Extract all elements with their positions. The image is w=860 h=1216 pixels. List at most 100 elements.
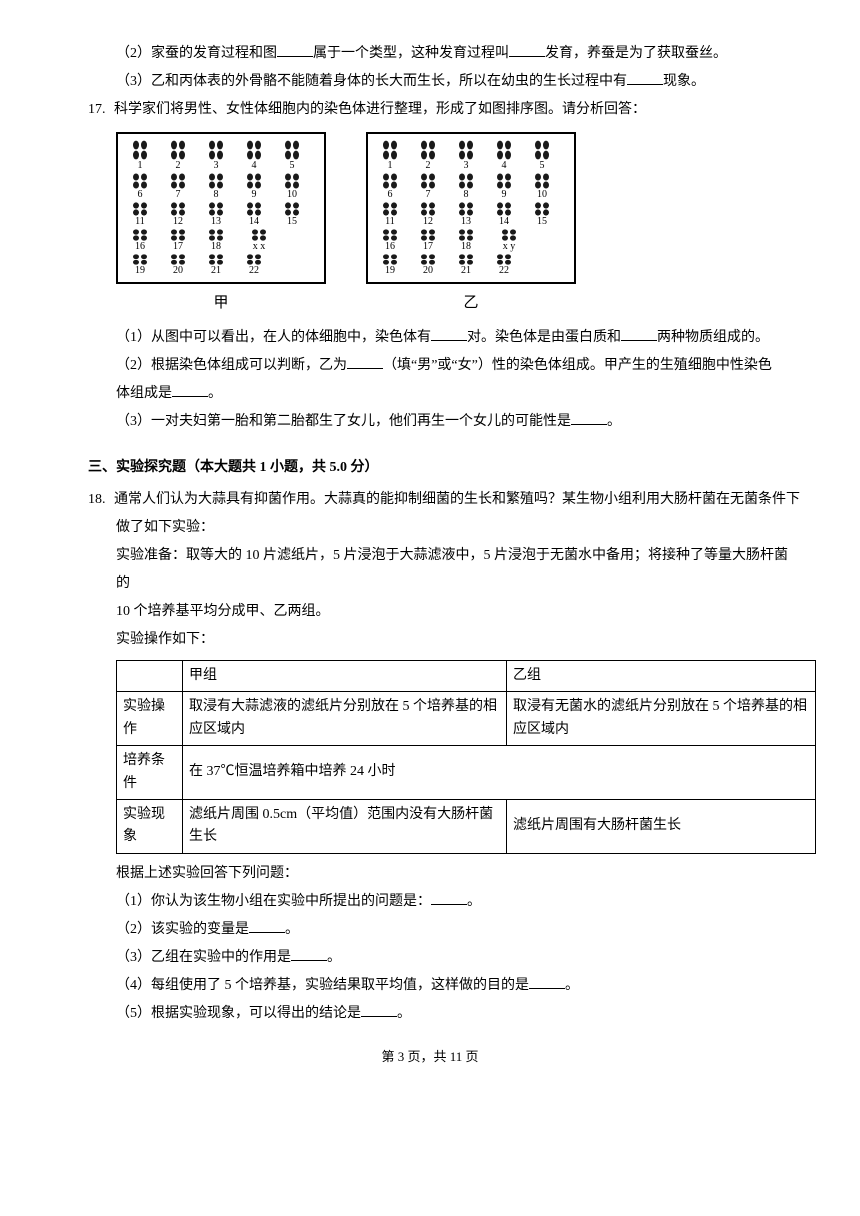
chrom-number: 16	[385, 242, 395, 252]
q16-part3: （3）乙和丙体表的外骨骼不能随着身体的长大而生长，所以在幼虫的生长过程中有现象。	[60, 68, 800, 96]
text: 。	[607, 414, 621, 429]
text: （5）根据实验现象，可以得出的结论是	[116, 1006, 361, 1021]
q17-stem-text: 科学家们将男性、女性体细胞内的染色体进行整理，形成了如图排序图。请分析回答：	[114, 102, 646, 117]
chrom-number: 22	[499, 266, 509, 276]
karyo-row: 19 20 21 22	[378, 254, 564, 276]
chrom-number: 14	[499, 217, 509, 227]
chromosome-cell: 6	[378, 173, 402, 200]
chromosome-cell: 15	[530, 202, 554, 227]
chromosome-cell: 8	[204, 173, 228, 200]
blank	[509, 43, 545, 57]
text: 对。染色体是由蛋白质和	[467, 330, 621, 345]
chrom-number: 6	[388, 190, 393, 200]
karyotype-b: 1 2 3 4 5	[366, 132, 576, 318]
q16-p3-pre: （3）乙和丙体表的外骨骼不能随着身体的长大而生长，所以在幼虫的生长过程中有	[116, 74, 627, 89]
table-row: 实验现象 滤纸片周围 0.5cm（平均值）范围内没有大肠杆菌生长 滤纸片周围有大…	[117, 799, 816, 853]
chromosome-cell: 20	[416, 254, 440, 276]
text: （2）根据染色体组成可以判断，乙为	[116, 358, 347, 373]
chromosome-cell: 13	[204, 202, 228, 227]
chrom-number: 13	[461, 217, 471, 227]
chrom-number: 1	[138, 161, 143, 171]
chrom-number: 19	[385, 266, 395, 276]
karyo-row: 6 7 8 9 10	[378, 173, 564, 200]
chromosome-cell: 7	[166, 173, 190, 200]
chromosome-cell: 8	[454, 173, 478, 200]
blank	[361, 1003, 397, 1017]
chrom-number: 11	[135, 217, 145, 227]
chrom-number: 10	[537, 190, 547, 200]
table-row: 培养条件 在 37℃恒温培养箱中培养 24 小时	[117, 746, 816, 800]
chromosome-cell: 6	[128, 173, 152, 200]
chromosome-cell: 9	[492, 173, 516, 200]
chromosome-cell: 3	[204, 140, 228, 171]
chrom-number: 17	[173, 242, 183, 252]
chromosome-cell: 14	[242, 202, 266, 227]
text: 。	[208, 386, 222, 401]
chromosome-cell: 14	[492, 202, 516, 227]
q18-part3: （3）乙组在实验中的作用是。	[60, 944, 800, 972]
chromosome-cell: 20	[166, 254, 190, 276]
blank	[291, 947, 327, 961]
blank	[627, 71, 663, 85]
experiment-table: 甲组 乙组 实验操作 取浸有大蒜滤液的滤纸片分别放在 5 个培养基的相应区域内 …	[116, 660, 816, 854]
karyotype-b-label: 乙	[463, 288, 478, 318]
chromosome-cell: 10	[530, 173, 554, 200]
blank	[347, 355, 383, 369]
karyotype-figures: 1 2 3 4 5	[116, 132, 800, 318]
text: （1）你认为该生物小组在实验中所提出的问题是：	[116, 894, 431, 909]
chrom-number: 12	[173, 217, 183, 227]
chromosome-cell: 10	[280, 173, 304, 200]
chromosome-cell: 9	[242, 173, 266, 200]
chrom-number: 2	[426, 161, 431, 171]
cell-res-jia: 滤纸片周围 0.5cm（平均值）范围内没有大肠杆菌生长	[183, 799, 507, 853]
chrom-number: 18	[211, 242, 221, 252]
chromosome-cell: 4	[242, 140, 266, 171]
chrom-number: 11	[385, 217, 395, 227]
q18-part2: （2）该实验的变量是。	[60, 916, 800, 944]
karyotype-b-box: 1 2 3 4 5	[366, 132, 576, 284]
text: 两种物质组成的。	[657, 330, 769, 345]
chromosome-cell: 18	[204, 229, 228, 252]
blank	[431, 891, 467, 905]
chrom-number: 14	[249, 217, 259, 227]
page-footer: 第 3 页，共 11 页	[60, 1044, 800, 1070]
chrom-number: 7	[176, 190, 181, 200]
karyotype-a: 1 2 3 4 5	[116, 132, 326, 318]
chrom-number: 8	[214, 190, 219, 200]
blank	[277, 43, 313, 57]
q18-stem-line1: 18.通常人们认为大蒜具有抑菌作用。大蒜真的能抑制细菌的生长和繁殖吗？某生物小组…	[60, 486, 800, 514]
chrom-number: 8	[464, 190, 469, 200]
section3-title: 三、实验探究题（本大题共 1 小题，共 5.0 分）	[60, 454, 800, 482]
chrom-number: 17	[423, 242, 433, 252]
chromosome-cell: 12	[166, 202, 190, 227]
blank	[621, 327, 657, 341]
chromosome-cell: 22	[242, 254, 266, 276]
q16-part2: （2）家蚕的发育过程和图属于一个类型，这种发育过程叫发育，养蚕是为了获取蚕丝。	[60, 40, 800, 68]
chromosome-cell: 1	[378, 140, 402, 171]
chromosome-cell: 4	[492, 140, 516, 171]
chrom-number: 9	[252, 190, 257, 200]
chromosome-cell: 16	[128, 229, 152, 252]
text: 。	[327, 950, 341, 965]
table-row: 实验操作 取浸有大蒜滤液的滤纸片分别放在 5 个培养基的相应区域内 取浸有无菌水…	[117, 692, 816, 746]
q18-part5: （5）根据实验现象，可以得出的结论是。	[60, 1000, 800, 1028]
chromosome-cell: 21	[454, 254, 478, 276]
q18-op-label: 实验操作如下：	[60, 626, 800, 654]
chrom-number: 16	[135, 242, 145, 252]
karyotype-a-label: 甲	[213, 288, 228, 318]
chromosome-cell: 7	[416, 173, 440, 200]
text: （1）从图中可以看出，在人的体细胞中，染色体有	[116, 330, 431, 345]
chrom-number: 4	[252, 161, 257, 171]
chrom-number: 21	[211, 266, 221, 276]
chrom-sex-label: x x	[253, 242, 266, 252]
chromosome-cell: 15	[280, 202, 304, 227]
q18-prep2: 10 个培养基平均分成甲、乙两组。	[60, 598, 800, 626]
text: 通常人们认为大蒜具有抑菌作用。大蒜真的能抑制细菌的生长和繁殖吗？某生物小组利用大…	[114, 492, 800, 507]
chromosome-cell: 21	[204, 254, 228, 276]
chromosome-cell: 5	[530, 140, 554, 171]
chrom-number: 19	[135, 266, 145, 276]
q18-prep1: 实验准备：取等大的 10 片滤纸片，5 片浸泡于大蒜滤液中，5 片浸泡于无菌水中…	[60, 542, 800, 598]
blank	[172, 383, 208, 397]
q18-number: 18.	[88, 486, 114, 514]
cell-jia-header: 甲组	[183, 661, 507, 692]
